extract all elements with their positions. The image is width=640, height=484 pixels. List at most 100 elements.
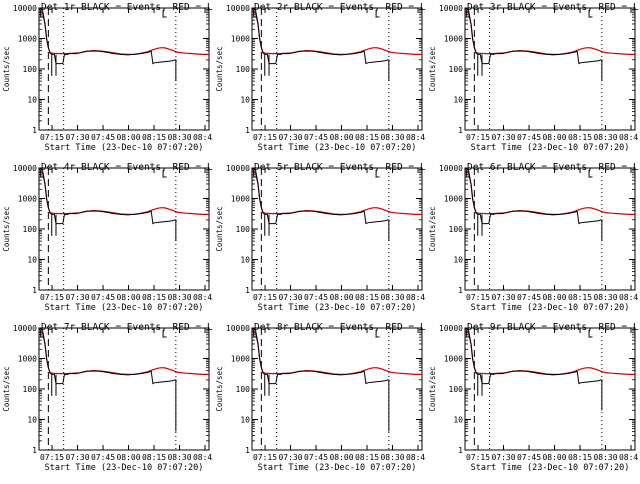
x-tick-label: 08:30 (593, 293, 617, 302)
y-tick-label: 10 (240, 96, 250, 105)
x-tick-label: 08:45 (619, 293, 639, 302)
x-axis-label: Start Time (23-Dec-10 07:07:20) (258, 303, 417, 313)
panel-det-9r: Det 9r BLACK = Events, RED = LLD 1 10 100 10… (426, 320, 640, 484)
x-tick-label: 08:15 (142, 453, 166, 462)
x-tick-label: 08:15 (142, 293, 166, 302)
x-tick-label: 08:15 (355, 453, 379, 462)
plot-frame (464, 167, 636, 291)
chart-det-2r: Det 2r BLACK = Events, RED = LLD 1 10 100 10… (215, 2, 437, 153)
bracket-marker (162, 10, 167, 18)
x-tick-label: 07:15 (253, 453, 277, 462)
y-tick-label: 10 (27, 96, 37, 105)
y-axis-label: Counts/sec (428, 366, 437, 411)
y-tick-label: 1000 (231, 35, 250, 44)
y-tick-label: 100 (236, 225, 251, 234)
x-tick-label: 07:45 (91, 133, 115, 142)
y-tick-label: 1000 (444, 355, 463, 364)
y-tick-label: 100 (23, 225, 38, 234)
y-tick-label: 100 (236, 65, 251, 74)
x-tick-label: 07:30 (65, 133, 89, 142)
x-tick-label: 07:15 (40, 453, 64, 462)
x-tick-label: 07:45 (517, 133, 541, 142)
x-tick-label: 08:15 (568, 133, 592, 142)
y-tick-label: 10000 (13, 324, 37, 333)
y-tick-label: 1000 (18, 195, 37, 204)
y-axis-label: Counts/sec (215, 206, 224, 251)
series-lld-line (38, 330, 209, 376)
plot-frame (464, 327, 636, 451)
x-tick-label: 08:30 (167, 133, 191, 142)
bracket-marker (253, 10, 258, 18)
y-tick-label: 10 (240, 416, 250, 425)
y-tick-label: 1 (245, 286, 250, 295)
x-tick-label: 07:15 (466, 453, 490, 462)
y-tick-label: 100 (449, 225, 464, 234)
y-tick-label: 10000 (13, 164, 37, 173)
y-tick-label: 1000 (444, 195, 463, 204)
x-tick-label: 08:00 (116, 453, 140, 462)
x-tick-label: 08:00 (542, 453, 566, 462)
x-tick-label: 08:30 (593, 133, 617, 142)
chart-title: Det 5r BLACK = Events, RED = LLD (254, 162, 426, 173)
x-tick-label: 07:30 (278, 293, 302, 302)
x-tick-label: 08:15 (568, 453, 592, 462)
plot-frame (38, 7, 210, 131)
x-tick-label: 07:30 (491, 293, 515, 302)
x-tick-label: 08:30 (380, 453, 404, 462)
y-axis-label: Counts/sec (215, 46, 224, 91)
chart-det-4r: Det 4r BLACK = Events, RED = LLD 1 10 100 10… (2, 162, 224, 313)
bracket-marker (588, 10, 593, 18)
x-tick-label: 07:15 (253, 293, 277, 302)
panel-det-6r: Det 6r BLACK = Events, RED = LLD 1 10 100 10… (426, 160, 640, 324)
series-events-line (38, 327, 178, 385)
y-tick-label: 1000 (444, 35, 463, 44)
series-events-line (464, 7, 604, 65)
panel-det-2r: Det 2r BLACK = Events, RED = LLD 1 10 100 10… (213, 0, 437, 164)
series-lld-line (251, 10, 422, 56)
x-axis-label: Start Time (23-Dec-10 07:07:20) (471, 143, 630, 153)
panel-det-1r: Det 1r BLACK = Events, RED = LLD 1 10 100 10… (0, 0, 224, 164)
x-axis-label: Start Time (23-Dec-10 07:07:20) (471, 463, 630, 473)
bracket-marker (466, 330, 471, 338)
y-tick-label: 10000 (439, 164, 463, 173)
series-lld-line (464, 170, 635, 216)
panel-det-4r: Det 4r BLACK = Events, RED = LLD 1 10 100 10… (0, 160, 224, 324)
x-tick-label: 08:00 (542, 293, 566, 302)
x-axis-label: Start Time (23-Dec-10 07:07:20) (471, 303, 630, 313)
x-tick-label: 07:15 (466, 133, 490, 142)
x-tick-label: 08:45 (619, 133, 639, 142)
y-axis-label: Counts/sec (2, 366, 11, 411)
panel-det-5r: Det 5r BLACK = Events, RED = LLD 1 10 100 10… (213, 160, 437, 324)
series-events-line (464, 167, 604, 225)
x-tick-label: 07:15 (466, 293, 490, 302)
x-tick-label: 08:45 (193, 453, 213, 462)
y-tick-label: 10000 (226, 4, 250, 13)
chart-det-7r: Det 7r BLACK = Events, RED = LLD 1 10 100 10… (2, 322, 224, 473)
bracket-marker (375, 170, 380, 178)
x-tick-label: 08:45 (406, 293, 426, 302)
y-tick-label: 10 (27, 256, 37, 265)
x-tick-label: 07:15 (253, 133, 277, 142)
bracket-marker (40, 330, 45, 338)
x-tick-label: 07:45 (304, 453, 328, 462)
x-tick-label: 07:30 (278, 453, 302, 462)
x-tick-label: 08:15 (355, 133, 379, 142)
y-tick-label: 10000 (226, 324, 250, 333)
x-tick-label: 08:00 (329, 453, 353, 462)
series-lld-line (464, 330, 635, 376)
bracket-marker (40, 10, 45, 18)
series-lld-line (38, 170, 209, 216)
series-events-line (464, 327, 604, 385)
x-tick-label: 08:45 (619, 453, 639, 462)
chart-title: Det 6r BLACK = Events, RED = LLD (467, 162, 639, 173)
y-tick-label: 100 (236, 385, 251, 394)
chart-det-9r: Det 9r BLACK = Events, RED = LLD 1 10 100 10… (428, 322, 640, 473)
series-lld-line (464, 10, 635, 56)
y-axis-label: Counts/sec (2, 206, 11, 251)
plot-frame (38, 167, 210, 291)
x-tick-label: 07:45 (517, 453, 541, 462)
chart-det-5r: Det 5r BLACK = Events, RED = LLD 1 10 100 10… (215, 162, 437, 313)
x-tick-label: 08:30 (380, 293, 404, 302)
y-tick-label: 1 (32, 446, 37, 455)
